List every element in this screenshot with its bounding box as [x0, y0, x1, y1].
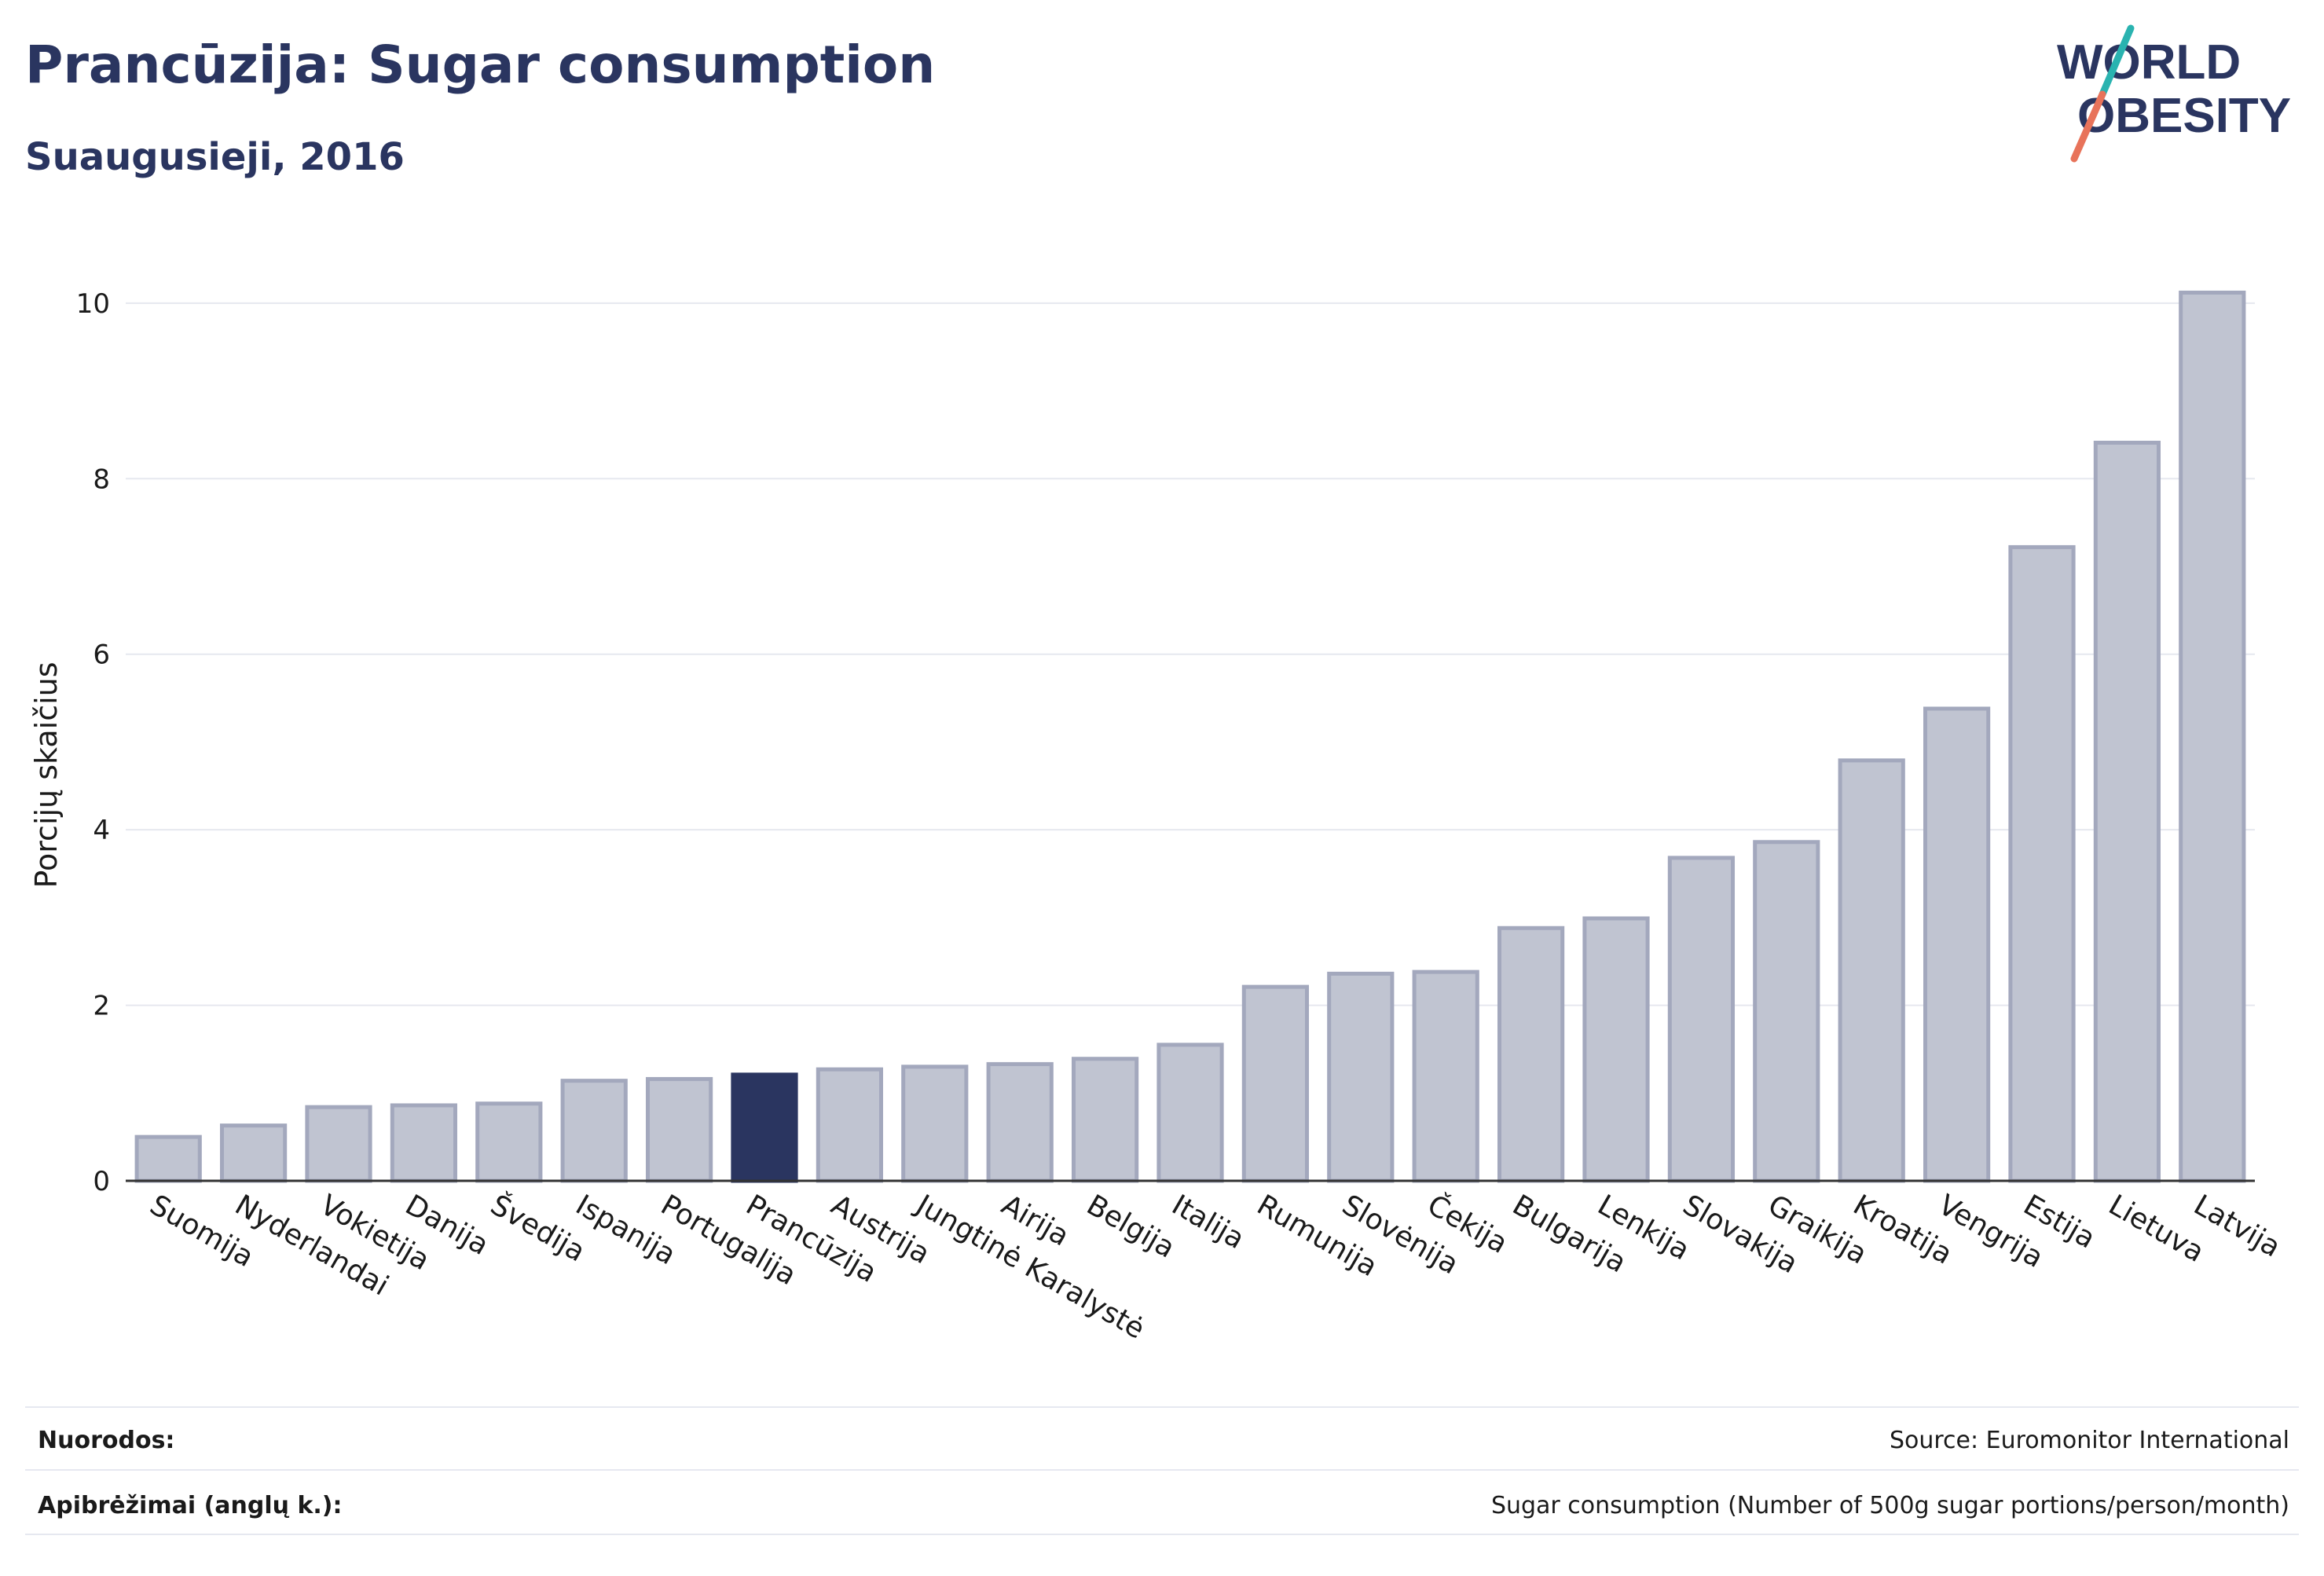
logo-slash-top — [2099, 24, 2135, 98]
bar — [475, 1101, 543, 1183]
footer-divider — [25, 1534, 2299, 1535]
bar — [986, 1061, 1054, 1183]
references-label: Nuorodos: — [38, 1427, 175, 1454]
footer-divider — [25, 1406, 2299, 1408]
logo-line2: OBESITY — [2077, 89, 2291, 143]
bar — [901, 1065, 969, 1183]
references-value: Source: Euromonitor International — [1889, 1427, 2289, 1454]
definitions-value: Sugar consumption (Number of 500g sugar … — [1490, 1492, 2289, 1519]
bar — [1753, 840, 1820, 1183]
x-tick-label: Latvija — [2188, 1189, 2286, 1263]
bar — [1497, 925, 1565, 1183]
bar — [1071, 1057, 1139, 1183]
bar — [1327, 971, 1395, 1183]
bar — [1582, 916, 1650, 1183]
bar — [816, 1067, 884, 1183]
x-tick-label: Švedija — [485, 1188, 591, 1268]
bar — [1838, 758, 1905, 1183]
page-title: Prancūzija: Sugar consumption — [25, 35, 936, 95]
x-tick-label: Lietuva — [2103, 1189, 2209, 1269]
bar — [2179, 290, 2246, 1183]
bar — [1157, 1043, 1224, 1183]
bar — [134, 1134, 202, 1183]
bar — [390, 1103, 458, 1183]
logo-slash-bottom — [2070, 90, 2106, 163]
bar — [1923, 706, 1991, 1183]
x-tick-label: Belgija — [1081, 1189, 1180, 1264]
bar — [731, 1072, 798, 1183]
y-tick-label: 2 — [93, 991, 110, 1022]
y-tick-label: 4 — [93, 815, 110, 846]
y-tick-label: 10 — [76, 288, 110, 320]
bar — [305, 1105, 372, 1183]
bar — [560, 1079, 628, 1183]
bar — [219, 1123, 288, 1183]
page-subtitle: Suaugusieji, 2016 — [25, 135, 405, 179]
y-tick-label: 8 — [93, 464, 110, 495]
world-obesity-logo: WORLD OBESITY — [2057, 24, 2291, 163]
bar — [2093, 440, 2161, 1183]
x-tick-label: Italija — [1167, 1189, 1250, 1255]
logo-line1: WORLD — [2057, 35, 2241, 90]
bar — [1412, 969, 1479, 1183]
footer-divider — [25, 1469, 2299, 1471]
bar — [2008, 544, 2076, 1183]
definitions-label: Apibrėžimai (anglų k.): — [38, 1492, 343, 1519]
bar — [1241, 984, 1310, 1183]
y-axis-label: Porcijų skaičius — [29, 662, 64, 888]
y-tick-label: 6 — [93, 640, 110, 671]
bar — [1667, 856, 1736, 1183]
y-tick-label: 0 — [93, 1166, 110, 1197]
bar — [645, 1076, 713, 1183]
